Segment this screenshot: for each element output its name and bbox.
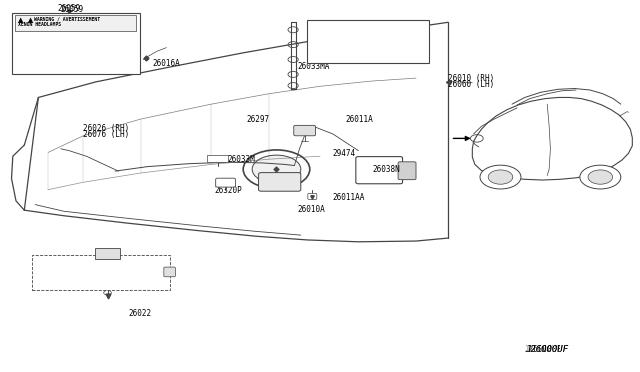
Text: WARNING / AVERTISSEMENT: WARNING / AVERTISSEMENT: [34, 17, 100, 22]
Circle shape: [362, 174, 374, 182]
Text: 26010A: 26010A: [298, 205, 325, 214]
Text: 26038N: 26038N: [372, 165, 400, 174]
Circle shape: [376, 165, 392, 174]
Text: 26297: 26297: [246, 115, 269, 124]
Text: 26320P: 26320P: [214, 186, 242, 195]
FancyBboxPatch shape: [398, 162, 416, 180]
Circle shape: [371, 27, 422, 57]
FancyBboxPatch shape: [216, 178, 236, 187]
Text: 29474: 29474: [333, 149, 356, 158]
Text: J26000UF: J26000UF: [525, 345, 568, 354]
Text: J26000UF: J26000UF: [525, 345, 568, 354]
FancyBboxPatch shape: [259, 173, 301, 191]
Text: 26011A: 26011A: [346, 115, 373, 124]
Text: 26029M: 26029M: [390, 28, 418, 37]
Circle shape: [288, 57, 298, 62]
Text: 26033MA: 26033MA: [298, 62, 330, 71]
Circle shape: [480, 165, 521, 189]
Text: 26060 (LH): 26060 (LH): [448, 80, 494, 89]
Text: 26016A: 26016A: [152, 59, 180, 68]
Circle shape: [288, 27, 298, 33]
Circle shape: [252, 155, 301, 183]
Text: 26010 (RH): 26010 (RH): [448, 74, 494, 83]
Bar: [95, 248, 120, 259]
Circle shape: [288, 83, 298, 89]
Bar: [32, 255, 170, 290]
Circle shape: [323, 30, 364, 54]
FancyBboxPatch shape: [294, 125, 316, 136]
Polygon shape: [38, 257, 166, 283]
Text: 26059: 26059: [61, 5, 84, 14]
Text: J26000UF: J26000UF: [525, 345, 562, 354]
Circle shape: [288, 42, 298, 48]
Text: J26000UF: J26000UF: [525, 345, 568, 354]
Bar: [15, 15, 136, 31]
Text: 26076 (LH): 26076 (LH): [83, 130, 129, 139]
Circle shape: [588, 170, 612, 184]
Text: 26026 (RH): 26026 (RH): [83, 124, 129, 133]
Circle shape: [488, 170, 513, 184]
Text: 26033M: 26033M: [227, 155, 255, 164]
FancyBboxPatch shape: [356, 157, 403, 184]
Circle shape: [288, 71, 298, 77]
FancyBboxPatch shape: [207, 155, 228, 162]
Text: ▲  ▲: ▲ ▲: [18, 17, 33, 23]
Circle shape: [243, 150, 310, 189]
Circle shape: [101, 250, 114, 257]
Circle shape: [381, 33, 413, 51]
Text: 26011AA: 26011AA: [333, 193, 365, 202]
Bar: [307, 20, 429, 63]
Text: 26016E(RH): 26016E(RH): [37, 260, 83, 269]
Circle shape: [300, 128, 310, 134]
Circle shape: [378, 174, 390, 182]
Circle shape: [580, 165, 621, 189]
Text: 26022: 26022: [128, 309, 151, 318]
Text: XENON HEADLAMPS: XENON HEADLAMPS: [18, 22, 61, 27]
Text: 26010H(LH): 26010H(LH): [37, 266, 83, 275]
Bar: [12, 13, 140, 74]
Circle shape: [104, 291, 111, 295]
FancyBboxPatch shape: [164, 267, 175, 277]
Circle shape: [360, 165, 376, 174]
Circle shape: [470, 135, 483, 142]
Text: 26059: 26059: [58, 4, 81, 13]
Circle shape: [312, 24, 374, 60]
FancyBboxPatch shape: [308, 193, 317, 199]
